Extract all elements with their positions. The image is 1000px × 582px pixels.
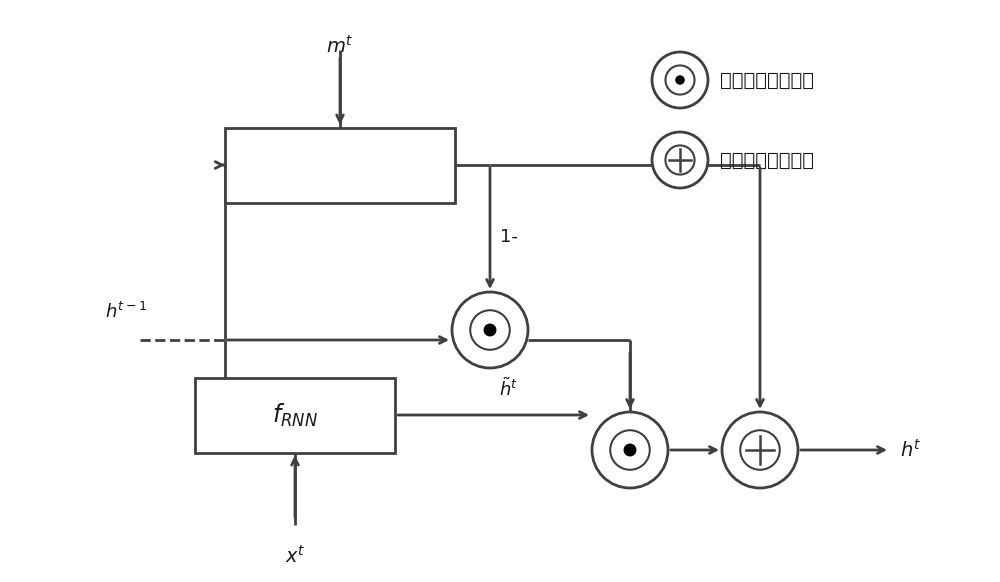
Text: $h^{t-1}$: $h^{t-1}$ xyxy=(105,302,147,322)
Text: $x^t$: $x^t$ xyxy=(285,545,305,567)
Circle shape xyxy=(592,412,668,488)
Text: $m^t$: $m^t$ xyxy=(326,35,354,57)
FancyBboxPatch shape xyxy=(225,127,455,203)
Circle shape xyxy=(652,132,708,188)
Circle shape xyxy=(740,430,780,470)
Circle shape xyxy=(470,310,510,350)
Text: $h^t$: $h^t$ xyxy=(900,439,922,461)
Text: 矩阵元素对应加法: 矩阵元素对应加法 xyxy=(720,151,814,169)
Text: 协调门控单元: 协调门控单元 xyxy=(300,155,380,175)
Circle shape xyxy=(665,65,695,94)
Text: $f_{RNN}$: $f_{RNN}$ xyxy=(272,402,318,428)
FancyBboxPatch shape xyxy=(195,378,395,452)
Circle shape xyxy=(722,412,798,488)
Circle shape xyxy=(610,430,650,470)
Circle shape xyxy=(675,75,685,85)
Circle shape xyxy=(484,324,496,336)
Text: 1-: 1- xyxy=(500,229,518,247)
Text: 矩阵元素对应乘法: 矩阵元素对应乘法 xyxy=(720,70,814,90)
Text: $\tilde{h}^t$: $\tilde{h}^t$ xyxy=(499,378,518,400)
Circle shape xyxy=(624,443,636,456)
Circle shape xyxy=(665,146,695,175)
Circle shape xyxy=(652,52,708,108)
Circle shape xyxy=(452,292,528,368)
